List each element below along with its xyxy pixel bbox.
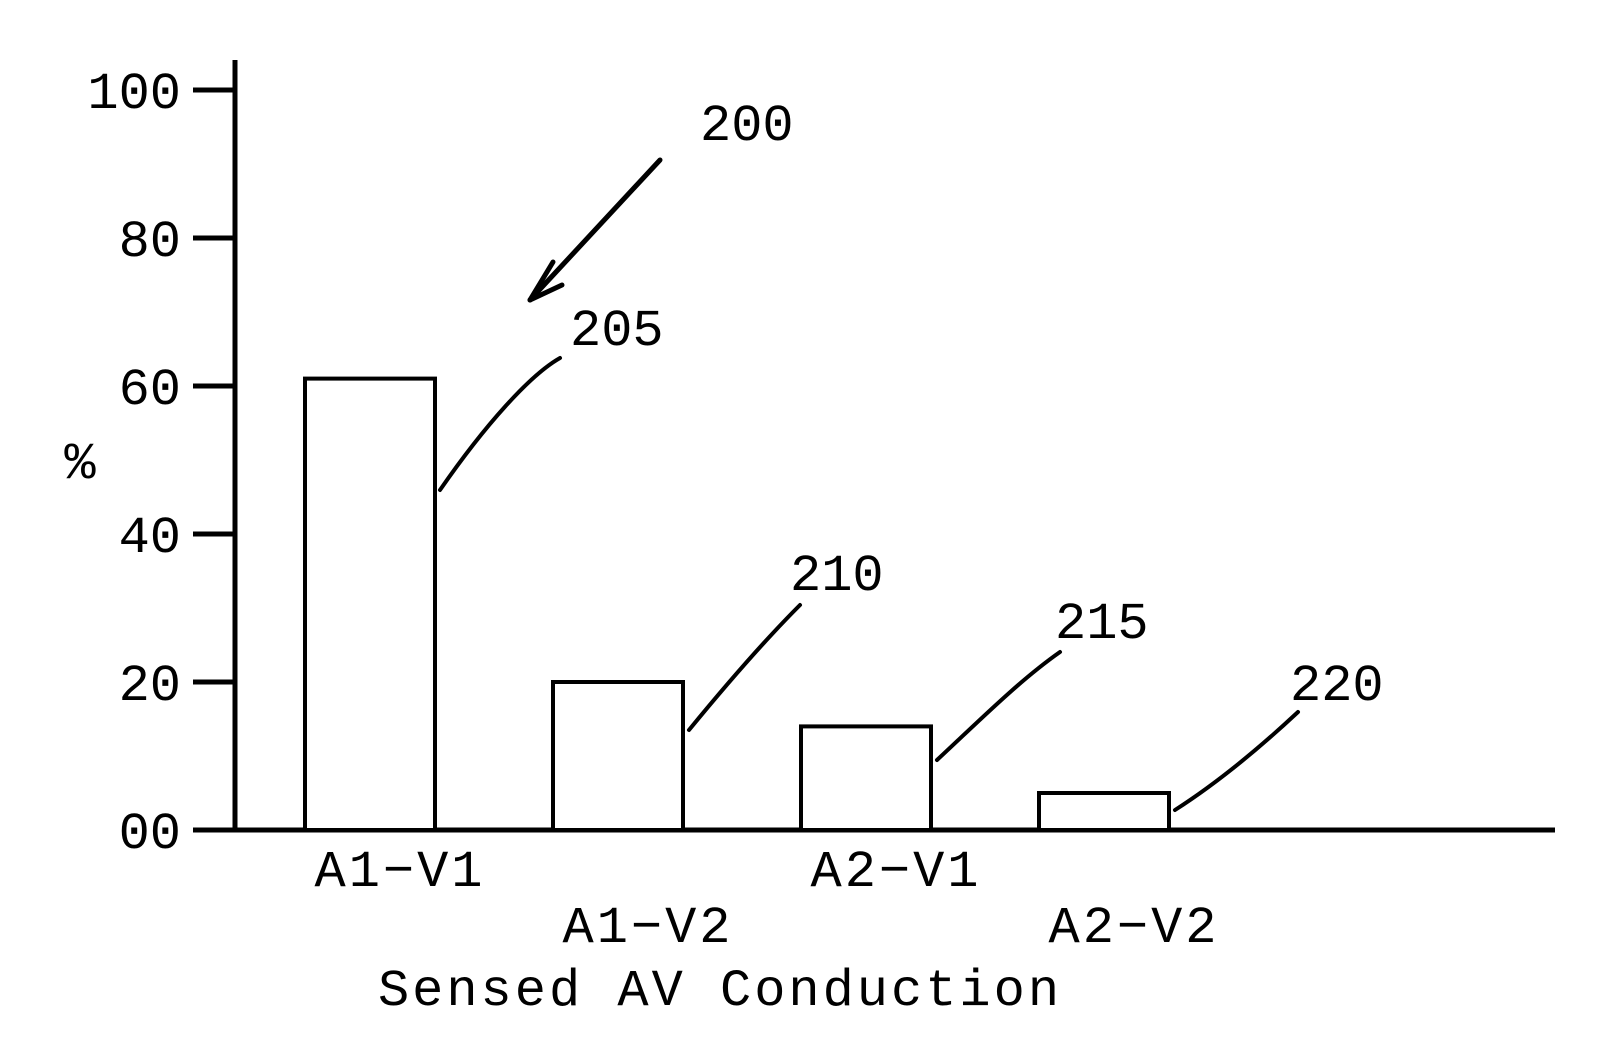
callout-label: 205	[570, 302, 664, 361]
callout-label: 210	[790, 547, 884, 606]
bar	[801, 726, 931, 830]
y-tick-label: 100	[87, 65, 181, 124]
callout-label: 215	[1055, 595, 1149, 654]
pointer-label: 200	[700, 97, 794, 156]
x-tick-label: A2−V2	[1048, 899, 1219, 958]
x-tick-label: A2−V1	[810, 843, 981, 902]
chart-background	[0, 0, 1602, 1037]
x-tick-label: A1−V2	[562, 899, 733, 958]
y-tick-label: 20	[119, 657, 181, 716]
x-tick-label: A1−V1	[314, 843, 485, 902]
bar	[1039, 793, 1169, 830]
bar	[305, 379, 435, 830]
y-tick-label: 40	[119, 509, 181, 568]
y-tick-label: 80	[119, 213, 181, 272]
bar	[553, 682, 683, 830]
y-axis-label: %	[64, 435, 96, 494]
y-tick-label: 00	[119, 805, 181, 864]
x-axis-label: Sensed AV Conduction	[378, 962, 1062, 1021]
y-tick-label: 60	[119, 361, 181, 420]
chart-stage: 00 20 40 60 80 100% A1−V1 A1−V2 A2−V1 A2−V2Sensed…	[0, 0, 1602, 1037]
callout-label: 220	[1290, 657, 1384, 716]
